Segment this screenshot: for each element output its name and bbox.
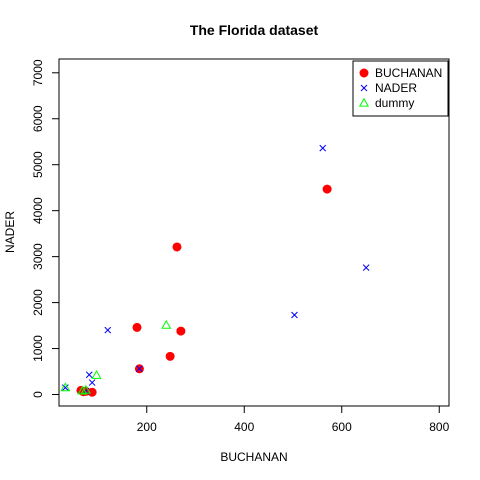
series-buchanan bbox=[76, 184, 332, 397]
legend-label-nader: NADER bbox=[375, 81, 417, 95]
legend-marker-nader bbox=[360, 84, 368, 92]
legend-label-buchanan: BUCHANAN bbox=[375, 66, 442, 80]
x-axis: 200 400 600 800 bbox=[137, 406, 450, 434]
point-nader bbox=[362, 264, 370, 272]
cross-stroke bbox=[319, 144, 327, 152]
cross-stroke bbox=[136, 365, 143, 373]
point-nader bbox=[61, 384, 69, 391]
data-points bbox=[60, 144, 370, 397]
legend-marker-buchanan bbox=[359, 68, 369, 78]
y-tick-label: 4000 bbox=[31, 197, 45, 224]
x-tick-label: 800 bbox=[429, 420, 449, 434]
cross-stroke bbox=[85, 371, 93, 379]
plot-frame bbox=[58, 58, 450, 407]
y-tick-label: 0 bbox=[31, 391, 45, 398]
point-buchanan bbox=[165, 351, 175, 361]
point-nader bbox=[136, 365, 143, 373]
point-buchanan bbox=[172, 242, 182, 252]
y-axis: 0 1000 2000 3000 4000 5000 6000 7000 bbox=[31, 59, 59, 398]
legend-box bbox=[352, 60, 449, 117]
point-buchanan bbox=[176, 326, 186, 336]
cross-stroke bbox=[360, 84, 368, 92]
y-axis-label: NADER bbox=[3, 211, 17, 253]
point-nader bbox=[319, 144, 327, 152]
point-buchanan bbox=[132, 322, 142, 332]
point-nader bbox=[88, 379, 96, 386]
x-tick-label: 600 bbox=[332, 420, 352, 434]
x-axis-label: BUCHANAN bbox=[220, 450, 287, 464]
y-tick-label: 1000 bbox=[31, 335, 45, 362]
y-tick-label: 6000 bbox=[31, 105, 45, 132]
y-tick-label: 2000 bbox=[31, 289, 45, 316]
y-tick-label: 5000 bbox=[31, 151, 45, 178]
cross-stroke bbox=[291, 311, 298, 319]
legend-marker-dummy bbox=[358, 97, 370, 107]
series-dummy bbox=[60, 319, 172, 395]
x-tick-label: 200 bbox=[137, 420, 157, 434]
point-nader bbox=[104, 326, 112, 334]
chart-title: The Florida dataset bbox=[190, 22, 319, 38]
point-dummy bbox=[77, 385, 88, 395]
point-dummy bbox=[60, 382, 71, 392]
cross-stroke bbox=[61, 384, 69, 391]
y-tick-label: 7000 bbox=[31, 59, 45, 86]
cross-stroke bbox=[88, 379, 96, 386]
point-nader bbox=[85, 371, 93, 379]
cross-stroke bbox=[362, 264, 370, 272]
series-nader bbox=[61, 144, 370, 395]
cross-stroke bbox=[104, 326, 112, 334]
point-buchanan bbox=[87, 387, 97, 397]
point-buchanan bbox=[322, 184, 332, 194]
point-nader bbox=[291, 311, 298, 319]
x-tick-label: 400 bbox=[234, 420, 254, 434]
legend-label-dummy: dummy bbox=[375, 96, 414, 110]
y-tick-label: 3000 bbox=[31, 243, 45, 270]
point-dummy bbox=[161, 319, 172, 329]
point-dummy bbox=[91, 369, 102, 379]
